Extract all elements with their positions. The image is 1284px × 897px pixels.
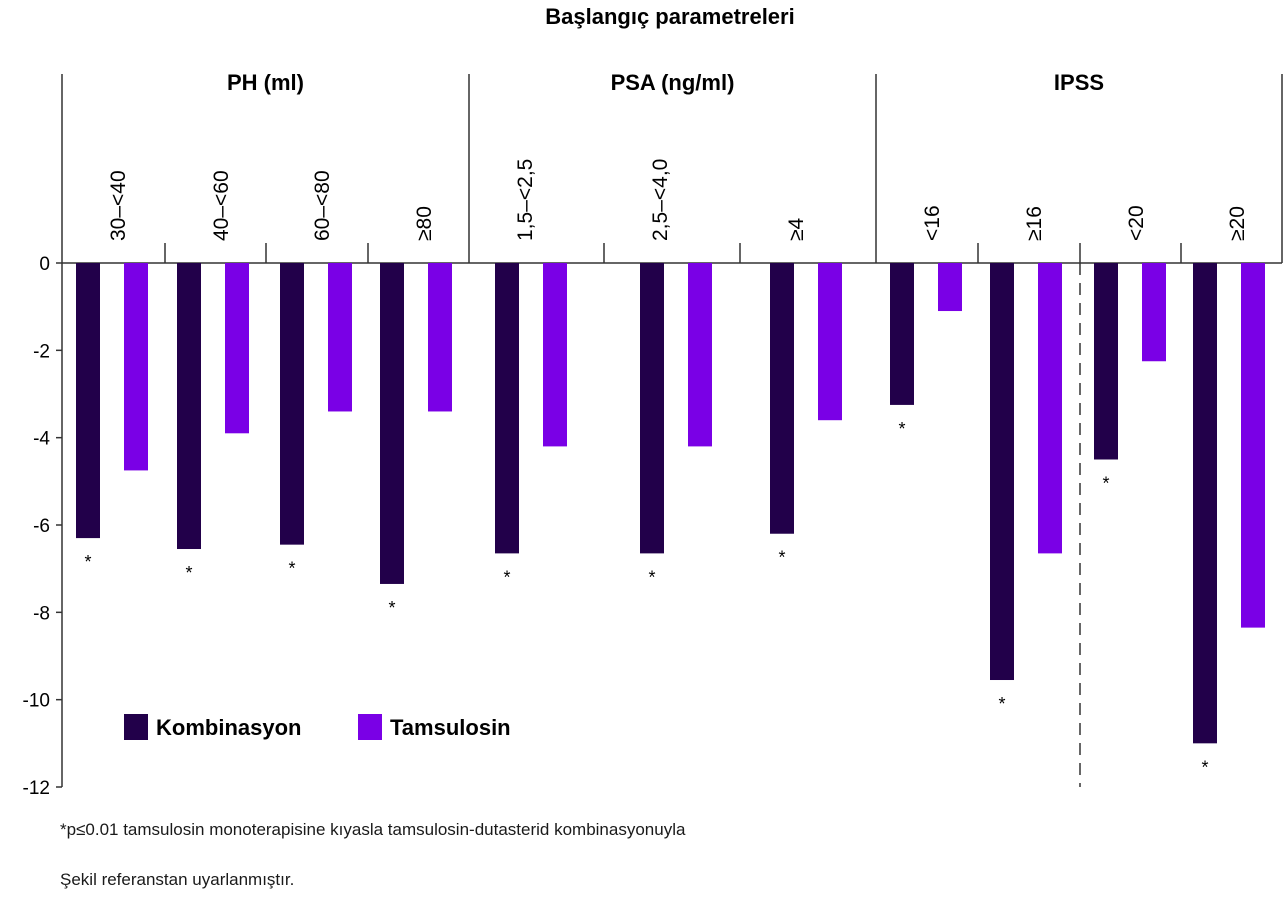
legend-label-tamsulosin: Tamsulosin (390, 715, 511, 740)
bar-tamsulosin (1038, 263, 1062, 554)
footnote-source: Şekil referanstan uyarlanmıştır. (60, 870, 295, 889)
legend: Kombinasyon Tamsulosin (124, 714, 511, 740)
significance-marker: * (648, 567, 655, 587)
bar-kombinasyon (890, 263, 914, 405)
bar-kombinasyon (177, 263, 201, 550)
bar-tamsulosin (124, 263, 148, 471)
bar-kombinasyon (280, 263, 304, 545)
legend-swatch-kombinasyon (124, 714, 148, 740)
y-tick-label: -10 (23, 691, 50, 712)
group-label: PH (ml) (227, 70, 304, 95)
category-label: ≥4 (785, 217, 808, 241)
significance-marker: * (998, 694, 1005, 714)
axes (56, 74, 1283, 788)
y-tick-label: -8 (33, 603, 50, 624)
bar-kombinasyon (380, 263, 404, 584)
chart-title: Başlangıç parametreleri (545, 4, 794, 29)
significance-marker: * (1201, 757, 1208, 777)
bar-kombinasyon (495, 263, 519, 554)
category-label: 2,5–<4,0 (649, 159, 672, 241)
y-tick-label: -4 (33, 429, 50, 450)
labels: 0 -2 -4 -6 -8 -10 -12 PH (ml) PSA (ng/ml) IPSS 30–… (23, 70, 1249, 799)
category-label: ≥80 (413, 206, 436, 241)
significance-marker: * (84, 552, 91, 572)
group-label: PSA (ng/ml) (611, 70, 735, 95)
significance-marker: * (898, 419, 905, 439)
bar-tamsulosin (428, 263, 452, 412)
category-label: 40–<60 (210, 170, 233, 241)
category-label: 1,5–<2,5 (514, 159, 537, 241)
bar-tamsulosin (818, 263, 842, 421)
category-label: ≥20 (1226, 206, 1249, 241)
bar-kombinasyon (770, 263, 794, 534)
footnote-significance: *p≤0.01 tamsulosin monoterapisine kıyasl… (60, 820, 686, 839)
bar-kombinasyon (1193, 263, 1217, 744)
bar-kombinasyon (76, 263, 100, 539)
bar-tamsulosin (1142, 263, 1166, 362)
bar-tamsulosin (688, 263, 712, 447)
category-label: 60–<80 (311, 170, 334, 241)
bar-tamsulosin (225, 263, 249, 434)
y-tick-label: -2 (33, 341, 50, 362)
legend-swatch-tamsulosin (358, 714, 382, 740)
bar-tamsulosin (1241, 263, 1265, 628)
bar-tamsulosin (543, 263, 567, 447)
significance-marker: * (185, 563, 192, 583)
significance-marker: * (288, 559, 295, 579)
bar-tamsulosin (938, 263, 962, 312)
significance-marker: * (388, 598, 395, 618)
bar-kombinasyon (1094, 263, 1118, 460)
category-label: ≥16 (1023, 206, 1046, 241)
bar-kombinasyon (990, 263, 1014, 681)
y-tick-label: -6 (33, 516, 50, 537)
category-label: <20 (1125, 205, 1148, 241)
y-tick-label: -12 (23, 778, 50, 799)
category-label: <16 (921, 205, 944, 241)
significance-marker: * (503, 567, 510, 587)
bar-kombinasyon (640, 263, 664, 554)
y-tick-label: 0 (39, 254, 50, 275)
bar-chart: Başlangıç parametreleri 0 -2 -4 -6 -8 -10 -12 P… (23, 4, 1283, 799)
category-label: 30–<40 (107, 170, 130, 241)
bar-tamsulosin (328, 263, 352, 412)
significance-marker: * (778, 548, 785, 568)
significance-marker: * (1102, 474, 1109, 494)
bars (76, 263, 1265, 744)
legend-label-kombinasyon: Kombinasyon (156, 715, 301, 740)
group-label: IPSS (1054, 70, 1104, 95)
